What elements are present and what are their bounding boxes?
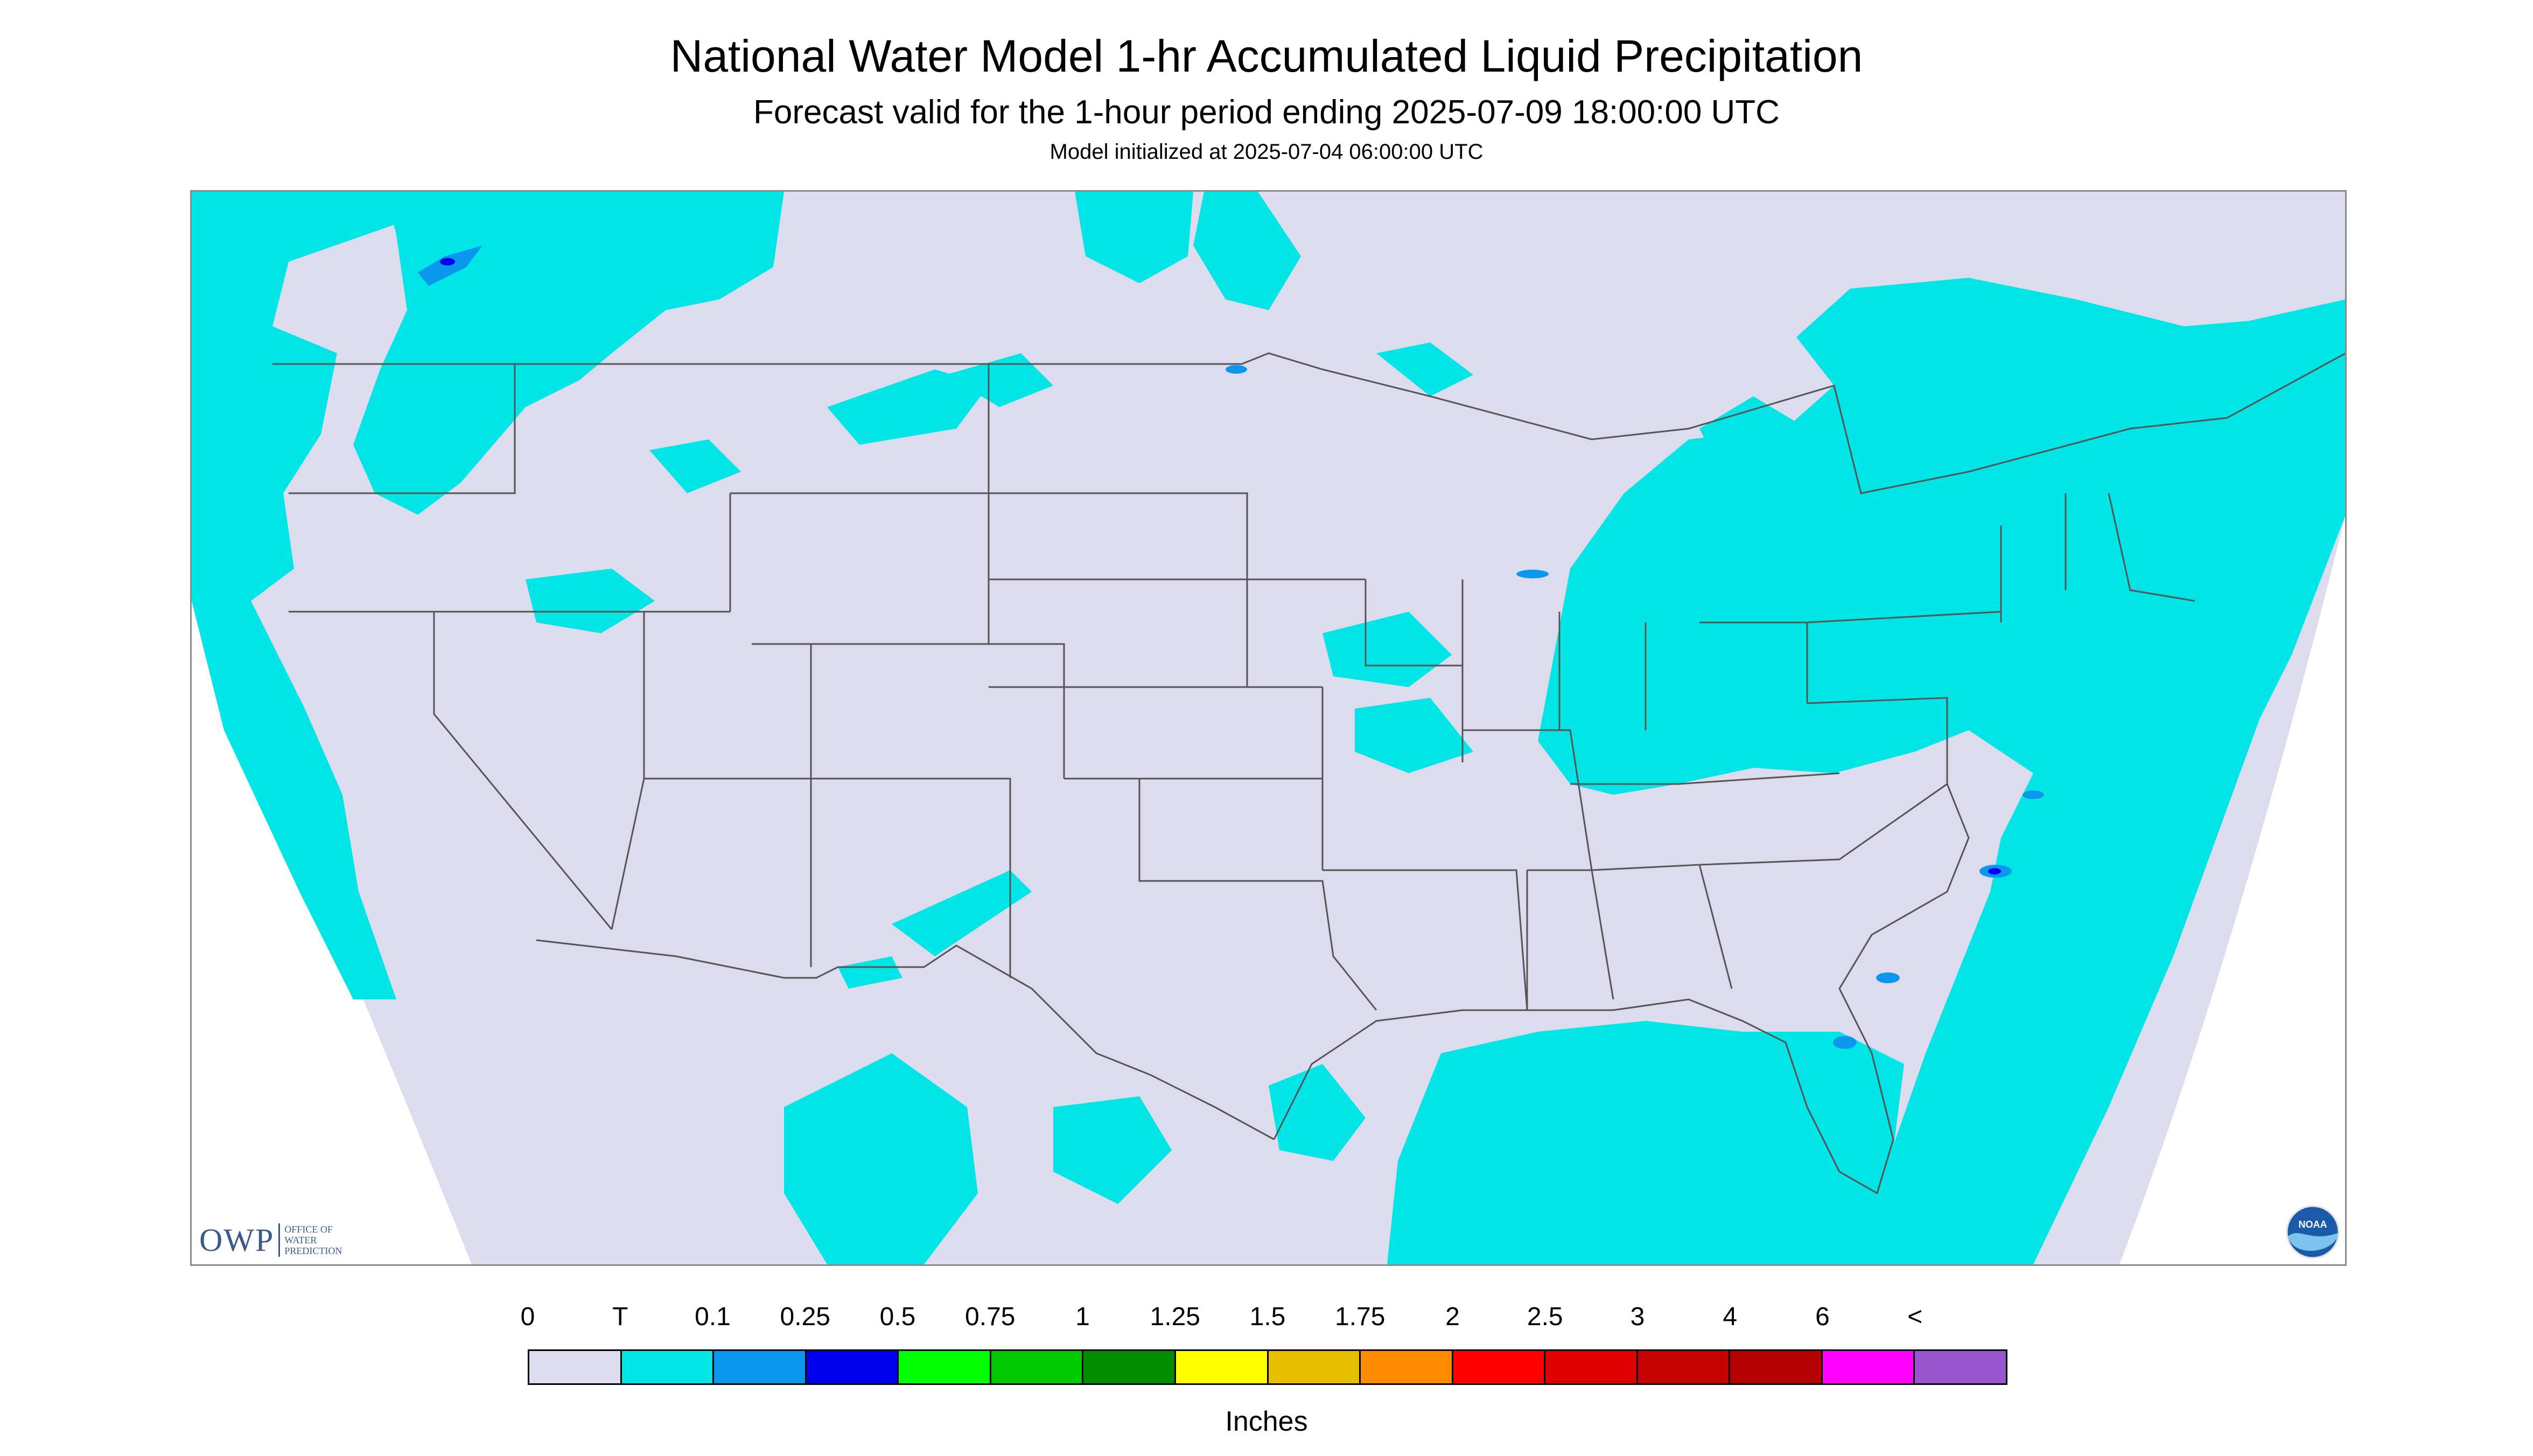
legend-swatch: [1545, 1351, 1638, 1383]
legend-swatch: [1822, 1351, 1915, 1383]
owp-sub-line-1: OFFICE OF: [284, 1224, 333, 1235]
owp-logo-divider: [278, 1223, 281, 1257]
legend-label: 0.25: [780, 1303, 830, 1331]
legend-label: 1: [1075, 1303, 1090, 1331]
legend-swatch: [1175, 1351, 1269, 1383]
model-init-line: Model initialized at 2025-07-04 06:00:00…: [1049, 140, 1484, 164]
legend-label: 3: [1630, 1303, 1645, 1331]
legend-swatch: [1453, 1351, 1546, 1383]
legend-swatch: [991, 1351, 1084, 1383]
legend-label: 0.5: [879, 1303, 916, 1331]
noaa-logo-text: NOAA: [2299, 1219, 2327, 1230]
legend-label: 2: [1445, 1303, 1460, 1331]
legend-label: 0.1: [695, 1303, 731, 1331]
legend-label: 1.5: [1249, 1303, 1286, 1331]
noaa-logo: NOAA: [2286, 1205, 2340, 1259]
legend-label: 1.75: [1335, 1303, 1386, 1331]
legend-swatch: [1638, 1351, 1731, 1383]
legend-units: Inches: [1225, 1406, 1308, 1437]
outside-domain-right: [2119, 516, 2345, 1264]
legend-swatch: [529, 1351, 622, 1383]
precipitation-map: [190, 190, 2347, 1266]
legend-swatch: [1915, 1351, 2006, 1383]
legend-swatch: [1730, 1351, 1823, 1383]
legend-label: 4: [1723, 1303, 1738, 1331]
legend-swatch: [899, 1351, 991, 1383]
legend-label: 1.25: [1150, 1303, 1200, 1331]
forecast-valid-line: Forecast valid for the 1-hour period end…: [753, 94, 1780, 131]
owp-sub-line-2: WATER: [284, 1235, 317, 1245]
map-title: National Water Model 1-hr Accumulated Li…: [670, 31, 1863, 81]
legend-swatch: [621, 1351, 715, 1383]
owp-logo-text: OWP: [199, 1222, 275, 1258]
legend-swatch: [714, 1351, 807, 1383]
legend-swatch: [806, 1351, 899, 1383]
legend-colorbar: [528, 1349, 2007, 1385]
legend-swatch: [1268, 1351, 1361, 1383]
legend-label: 0.75: [965, 1303, 1016, 1331]
legend-swatch: [1083, 1351, 1176, 1383]
precip-trace-areas: [192, 192, 2345, 1264]
owp-sub-line-3: PREDICTION: [284, 1245, 342, 1256]
legend-label: 2.5: [1527, 1303, 1563, 1331]
owp-logo-subtext: OFFICE OF WATER PREDICTION: [284, 1224, 342, 1256]
precip-0-1-areas: [418, 246, 2044, 1049]
legend-label: 0: [520, 1303, 535, 1331]
legend-label: T: [612, 1303, 628, 1331]
legend-swatch: [1361, 1351, 1453, 1383]
political-boundaries: [272, 352, 2345, 1195]
legend-label: <: [1907, 1303, 1923, 1331]
precip-0-25-areas: [440, 258, 2001, 874]
legend-labels: 0 T 0.1 0.25 0.5 0.75 1 1.25 1.5 1.75 2 2.5 3 4 6 <: [0, 1304, 2533, 1336]
legend-label: 6: [1815, 1303, 1830, 1331]
owp-logo: OWP OFFICE OF WATER PREDICTION: [199, 1221, 342, 1259]
